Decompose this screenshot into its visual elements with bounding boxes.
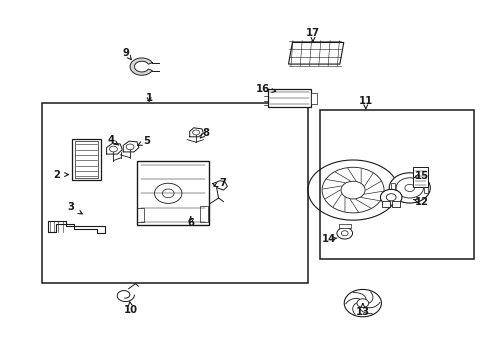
Text: 13: 13 (355, 307, 369, 318)
Bar (72, 139, 101, 180)
Text: 5: 5 (143, 136, 150, 146)
Text: 17: 17 (305, 28, 319, 38)
Bar (199, 206, 208, 222)
Text: 7: 7 (219, 178, 225, 188)
Bar (137, 161, 209, 225)
Bar (391, 201, 399, 207)
Text: 11: 11 (358, 96, 372, 106)
Bar (75, 141, 98, 178)
Bar (390, 183, 394, 193)
Text: 16: 16 (256, 84, 269, 94)
Text: 4: 4 (108, 135, 115, 145)
Text: 1: 1 (145, 93, 152, 103)
Text: 2: 2 (53, 170, 60, 180)
Bar (267, 89, 310, 107)
Text: 3: 3 (67, 202, 74, 212)
Circle shape (380, 189, 401, 205)
Text: 14: 14 (321, 234, 335, 244)
Circle shape (388, 173, 429, 203)
Circle shape (344, 289, 381, 317)
Bar (382, 201, 389, 207)
Bar (338, 224, 350, 228)
Text: 8: 8 (202, 128, 208, 138)
Text: 10: 10 (124, 305, 138, 315)
Bar (137, 208, 144, 222)
Bar (310, 93, 316, 104)
Bar (424, 183, 427, 193)
Bar (412, 167, 427, 187)
Text: 6: 6 (187, 218, 194, 228)
Bar (320, 110, 473, 259)
Text: 9: 9 (122, 48, 129, 58)
Text: 12: 12 (414, 197, 427, 207)
Polygon shape (130, 58, 152, 75)
Text: 15: 15 (414, 171, 427, 181)
Bar (41, 103, 307, 283)
Circle shape (336, 228, 352, 239)
